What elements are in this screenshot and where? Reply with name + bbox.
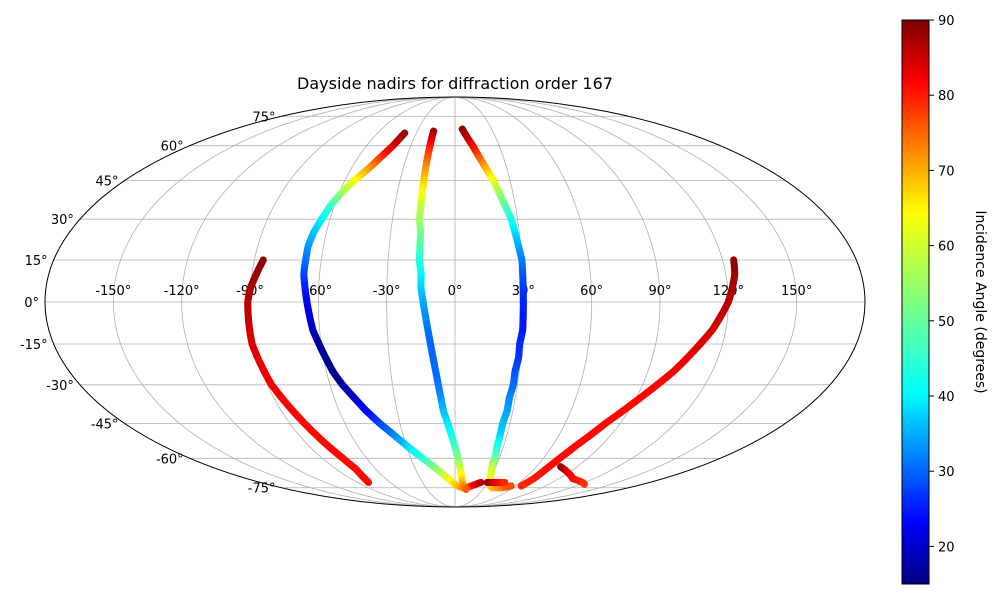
x-tick-label: -150° [95, 284, 131, 299]
x-tick-label: 60° [580, 284, 603, 299]
y-tick-label: -60° [156, 452, 184, 467]
y-tick-label: -75° [248, 482, 276, 497]
colorbar: 20 30 40 50 60 70 80 90 Incidence Angle (degree… [901, 14, 988, 585]
data-point [517, 482, 525, 490]
grid-meridian [454, 96, 798, 508]
chart-title: Dayside nadirs for diffraction order 167 [297, 74, 613, 93]
latitude-tick-labels: 75° 60° 45° 30° 15° 0° -15° -30° -45° -60° -75° [20, 110, 276, 496]
longitude-tick-labels: -150°-120°-90°-60°-30°0°30°60°90°120°150… [95, 284, 812, 299]
grid-meridian [386, 96, 456, 508]
x-tick-label: -30° [373, 284, 401, 299]
y-tick-label: 15° [25, 254, 48, 269]
data-point [507, 482, 515, 490]
map-outline [44, 96, 866, 508]
data-point [462, 485, 470, 494]
colorbar-gradient [901, 19, 930, 585]
grid-meridian [317, 96, 456, 508]
y-tick-label: -15° [20, 338, 48, 353]
grid-meridian [181, 96, 456, 508]
colorbar-tick-label: 20 [938, 540, 955, 555]
grid-meridian [454, 96, 593, 508]
x-tick-label: -60° [304, 284, 332, 299]
data-point [477, 478, 485, 487]
y-tick-label: 0° [24, 296, 39, 311]
data-point [501, 478, 509, 487]
colorbar-tick-label: 30 [938, 465, 955, 480]
colorbar-label: Incidence Angle (degrees) [972, 210, 988, 393]
colorbar-ticks: 20 30 40 50 60 70 80 90 [929, 14, 955, 555]
colorbar-tick-label: 40 [938, 390, 955, 405]
y-tick-label: -30° [46, 379, 74, 394]
colorbar-tick-label: 50 [938, 315, 955, 330]
y-tick-label: 75° [252, 110, 275, 125]
y-tick-label: 30° [51, 213, 74, 228]
colorbar-tick-label: 90 [938, 14, 955, 29]
colorbar-tick-label: 70 [938, 164, 955, 179]
x-tick-label: 0° [448, 284, 463, 299]
data-point [364, 478, 373, 487]
x-tick-label: 90° [648, 284, 671, 299]
y-tick-label: 45° [96, 175, 119, 190]
grid-meridian [112, 96, 456, 508]
colorbar-tick-label: 80 [938, 89, 955, 104]
grid-meridian [454, 96, 661, 508]
x-tick-label: 150° [781, 284, 812, 299]
data-point [580, 480, 588, 488]
y-tick-label: -45° [91, 417, 119, 432]
y-tick-label: 60° [161, 140, 184, 155]
x-tick-label: -120° [164, 284, 200, 299]
data-points [244, 125, 739, 494]
colorbar-tick-label: 60 [938, 240, 955, 255]
